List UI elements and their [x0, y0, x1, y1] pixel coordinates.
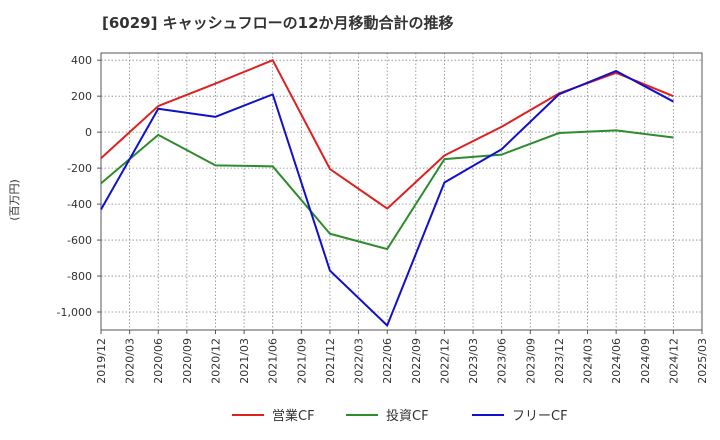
- x-tick-label: 2023/12: [553, 338, 566, 384]
- x-tick-label: 2021/09: [295, 338, 308, 384]
- y-tick-label: -800: [67, 270, 92, 283]
- x-tick-label: 2020/12: [209, 338, 222, 384]
- legend-label: フリーCF: [512, 409, 568, 424]
- x-tick-label: 2022/09: [410, 338, 423, 384]
- x-tick-label: 2021/12: [324, 338, 337, 384]
- legend-label: 投資CF: [386, 408, 429, 424]
- x-tick-label: 2022/12: [438, 338, 451, 384]
- chart-title: [6029] キャッシュフローの12か月移動合計の推移: [102, 14, 454, 32]
- legend: 営業CF 投資CF フリーCF: [232, 408, 568, 424]
- x-tick-label: 2024/03: [582, 338, 595, 384]
- x-tick-label: 2020/06: [152, 338, 165, 384]
- x-tick-label: 2023/03: [467, 338, 480, 384]
- y-tick-label: 200: [71, 90, 92, 103]
- grid: [100, 53, 703, 330]
- x-tick-label: 2022/06: [381, 338, 394, 384]
- y-axis: 400 200 0 -200 -400 -600 -800 -1,000: [57, 54, 101, 319]
- x-tick-label: 2020/09: [181, 338, 194, 384]
- y-tick-label: 0: [85, 126, 92, 139]
- x-axis: 2019/12 2020/03 2020/06 2020/09 2020/12 2021/…: [95, 330, 709, 384]
- x-tick-label: 2024/09: [639, 338, 652, 384]
- y-tick-label: -200: [67, 162, 92, 175]
- x-tick-label: 2023/09: [524, 338, 537, 384]
- y-tick-label: -400: [67, 198, 92, 211]
- x-tick-label: 2019/12: [95, 338, 108, 384]
- x-tick-label: 2021/03: [238, 338, 251, 384]
- series-line-フリーCF: [100, 69, 674, 327]
- x-tick-label: 2023/06: [496, 338, 509, 384]
- plot-area: [100, 52, 703, 331]
- x-tick-label: 2025/03: [696, 338, 709, 384]
- y-tick-label: -600: [67, 234, 92, 247]
- x-tick-label: 2024/06: [610, 338, 623, 384]
- y-tick-label: -1,000: [57, 306, 92, 319]
- y-tick-label: 400: [71, 54, 92, 67]
- x-tick-label: 2020/03: [124, 338, 137, 384]
- series-lines: [100, 59, 674, 327]
- x-tick-label: 2024/12: [667, 338, 680, 384]
- legend-label: 営業CF: [272, 408, 315, 424]
- x-tick-label: 2022/03: [353, 338, 366, 384]
- x-tick-label: 2021/06: [267, 338, 280, 384]
- y-axis-label: (百万円): [8, 179, 21, 221]
- series-line-投資CF: [100, 129, 674, 251]
